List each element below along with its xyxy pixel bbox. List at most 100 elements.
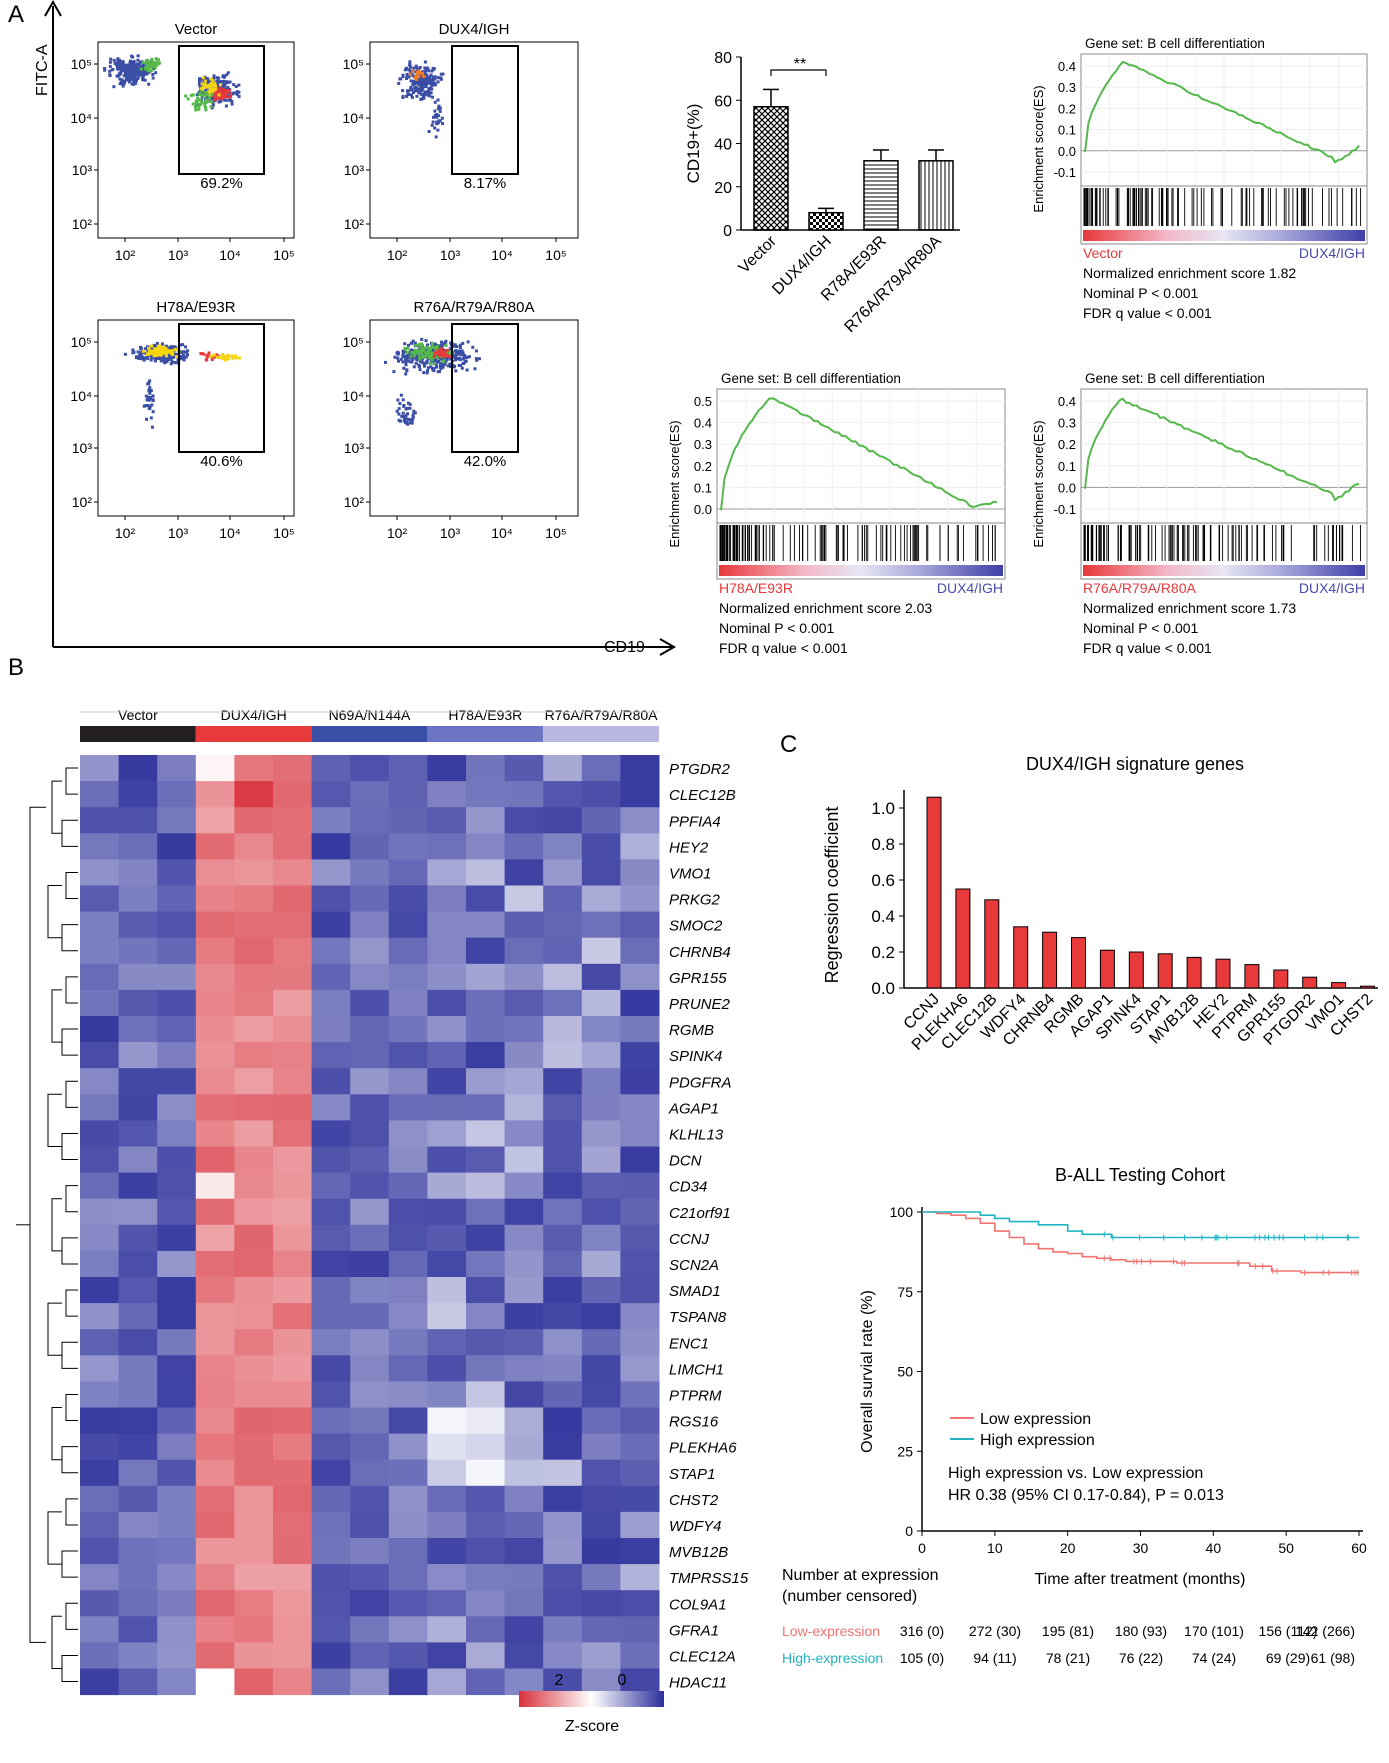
y-tick-label: 0.3 (694, 437, 712, 452)
flow-plot-title: R76A/R79A/R80A (414, 299, 535, 316)
heatmap-cell (581, 963, 621, 991)
event-dot (233, 354, 237, 358)
event-dot (407, 75, 411, 79)
heatmap-cell (118, 1381, 158, 1408)
gene-label: RGMB (669, 1022, 714, 1039)
event-dot (212, 74, 216, 78)
heatmap-cell (273, 1250, 313, 1278)
dendrogram-branch (65, 1289, 78, 1317)
heatmap-cell (157, 1303, 197, 1330)
event-dot (149, 349, 153, 353)
heatmap-cell (427, 807, 467, 834)
event-dot (430, 123, 434, 127)
event-dot (421, 355, 425, 359)
heatmap-cell (273, 1511, 313, 1539)
heatmap-cell (350, 1355, 390, 1382)
event-dot (159, 346, 163, 350)
event-dot (234, 85, 238, 89)
y-tick-label: 10² (344, 494, 365, 510)
heatmap-cell (118, 1120, 158, 1147)
event-dot (138, 62, 142, 66)
event-dot (224, 104, 228, 108)
event-dot (202, 101, 206, 105)
heatmap-cell (543, 1485, 583, 1513)
flow-y-axis-label: FITC-A (34, 44, 51, 96)
heatmap-cell (466, 989, 506, 1017)
heatmap-cell (427, 1407, 467, 1435)
heatmap-cell (427, 1146, 467, 1174)
event-dot (436, 98, 440, 102)
event-dot (147, 388, 151, 392)
heatmap-cell (543, 1094, 583, 1121)
heatmap-cell (273, 1303, 313, 1330)
heatmap-cell (157, 859, 197, 886)
gsea-pvalue: Nominal P < 0.001 (1083, 620, 1199, 636)
heatmap-cell (504, 755, 544, 782)
event-dot (221, 74, 225, 78)
event-dot (428, 362, 432, 365)
gsea-plot-2: Gene set: B cell differentiation 0.5 0.4 0.… (667, 371, 1006, 656)
event-dot (411, 357, 415, 361)
event-dot (153, 356, 157, 360)
event-dot (475, 358, 479, 362)
event-dot (418, 66, 422, 69)
event-dot (198, 82, 201, 86)
heatmap-cell (388, 1538, 428, 1565)
event-dot (408, 63, 412, 67)
event-dot (140, 355, 144, 359)
heatmap-cell (80, 1042, 120, 1069)
heatmap-cell (311, 1224, 351, 1252)
event-dot (162, 359, 166, 363)
heatmap-cell (543, 1172, 583, 1200)
event-dot (153, 66, 157, 70)
heatmap-cell (427, 1433, 467, 1461)
heatmap-cell (157, 1172, 197, 1200)
heatmap-cell (118, 1511, 158, 1539)
event-dot (414, 64, 418, 68)
flow-plot-frame (369, 41, 579, 239)
heatmap-cell (273, 833, 313, 860)
heatmap-cell (543, 1224, 583, 1252)
event-dot (166, 353, 170, 357)
event-dot (118, 82, 122, 86)
event-dot (432, 75, 435, 79)
heatmap-cell (427, 755, 467, 782)
heatmap-cell (311, 937, 351, 965)
event-dot (417, 75, 421, 78)
event-dot (129, 64, 133, 68)
event-dot (134, 73, 138, 77)
heatmap-cell (388, 859, 428, 886)
heatmap-cell (157, 781, 197, 808)
flow-plot-title: Vector (175, 21, 218, 38)
event-dot (416, 349, 420, 353)
event-dot (197, 105, 201, 109)
event-dot (426, 350, 430, 354)
heatmap-cell (350, 1277, 390, 1304)
event-dot (433, 100, 437, 104)
heatmap-cell (543, 989, 583, 1017)
event-dot (150, 57, 154, 61)
event-dot (414, 73, 418, 77)
event-dot (227, 89, 231, 92)
risk-value: 78 (21) (1046, 1650, 1090, 1666)
event-dot (230, 99, 234, 103)
event-dot (411, 339, 415, 343)
heatmap-cell (543, 1433, 583, 1461)
event-dot (402, 404, 406, 408)
heatmap-cell (350, 1616, 390, 1643)
event-dot (461, 351, 465, 355)
heatmap-cell (543, 1511, 583, 1539)
event-dot (184, 94, 188, 98)
heatmap-cell (157, 1250, 197, 1278)
event-dot (415, 94, 419, 98)
event-dot (128, 60, 132, 64)
heatmap-cell (80, 1250, 120, 1278)
heatmap-cell (80, 1172, 120, 1200)
event-dot (213, 81, 217, 85)
event-dot (204, 90, 208, 94)
event-dot (439, 350, 443, 354)
event-dot (409, 69, 413, 73)
event-dot (462, 354, 466, 358)
heatmap-cell (543, 937, 583, 965)
event-dot (424, 351, 427, 354)
